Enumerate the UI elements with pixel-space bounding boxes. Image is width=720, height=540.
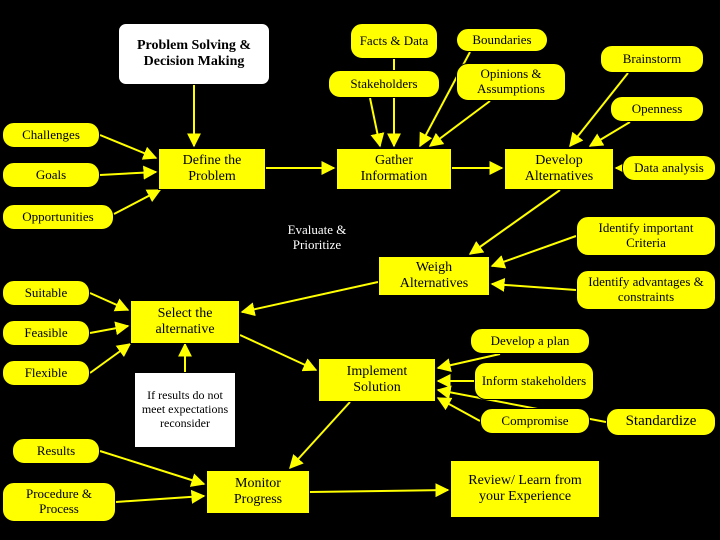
arrow-procedure-to-monitor <box>116 496 204 502</box>
node-identadv: Identify advantages & constraints <box>576 270 716 310</box>
node-monitor: Monitor Progress <box>206 470 310 514</box>
arrow-opportunities-to-define <box>114 190 160 214</box>
node-stakeholders: Stakeholders <box>328 70 440 98</box>
arrow-flexible-to-select <box>90 344 130 373</box>
node-goals: Goals <box>2 162 100 188</box>
arrow-identadv-to-weigh <box>492 284 576 290</box>
arrow-suitable-to-select <box>90 293 128 310</box>
node-compromise: Compromise <box>480 408 590 434</box>
node-challenges: Challenges <box>2 122 100 148</box>
arrow-goals-to-define <box>100 172 156 175</box>
node-develop: Develop Alternatives <box>504 148 614 190</box>
node-define: Define the Problem <box>158 148 266 190</box>
node-select: Select the alternative <box>130 300 240 344</box>
node-gather: Gather Information <box>336 148 452 190</box>
arrow-results-to-monitor <box>100 451 204 484</box>
node-boundaries: Boundaries <box>456 28 548 52</box>
node-developplan: Develop a plan <box>470 328 590 354</box>
node-facts: Facts & Data <box>350 23 438 59</box>
arrow-develop-to-weigh <box>470 190 560 254</box>
node-ifresults: If results do not meet expectations reco… <box>134 372 236 448</box>
node-results: Results <box>12 438 100 464</box>
node-dataanalysis: Data analysis <box>622 155 716 181</box>
node-standardize: Standardize <box>606 408 716 436</box>
arrow-weigh-to-select <box>242 282 378 312</box>
arrow-compromise-to-implement <box>438 398 480 421</box>
node-review: Review/ Learn from your Experience <box>450 460 600 518</box>
node-flexible: Flexible <box>2 360 90 386</box>
node-openness: Openness <box>610 96 704 122</box>
arrow-select-to-implement <box>240 335 316 370</box>
node-feasible: Feasible <box>2 320 90 346</box>
arrow-challenges-to-define <box>100 135 156 158</box>
arrow-monitor-to-review <box>310 490 448 492</box>
arrow-opinions-to-gather <box>430 101 490 146</box>
node-identcriteria: Identify important Criteria <box>576 216 716 256</box>
node-weigh: Weigh Alternatives <box>378 256 490 296</box>
node-brainstorm: Brainstorm <box>600 45 704 73</box>
arrow-implement-to-monitor <box>290 402 350 468</box>
node-evaluate: Evaluate & Prioritize <box>262 220 372 256</box>
arrow-openness-to-develop <box>590 122 630 146</box>
arrow-feasible-to-select <box>90 326 128 333</box>
node-inform: Inform stakeholders <box>474 362 594 400</box>
node-suitable: Suitable <box>2 280 90 306</box>
node-implement: Implement Solution <box>318 358 436 402</box>
arrow-stakeholders-to-gather <box>370 98 380 146</box>
node-opportunities: Opportunities <box>2 204 114 230</box>
arrow-identcriteria-to-weigh <box>492 236 576 266</box>
node-procedure: Procedure & Process <box>2 482 116 522</box>
node-title: Problem Solving & Decision Making <box>118 23 270 85</box>
node-opinions: Opinions & Assumptions <box>456 63 566 101</box>
